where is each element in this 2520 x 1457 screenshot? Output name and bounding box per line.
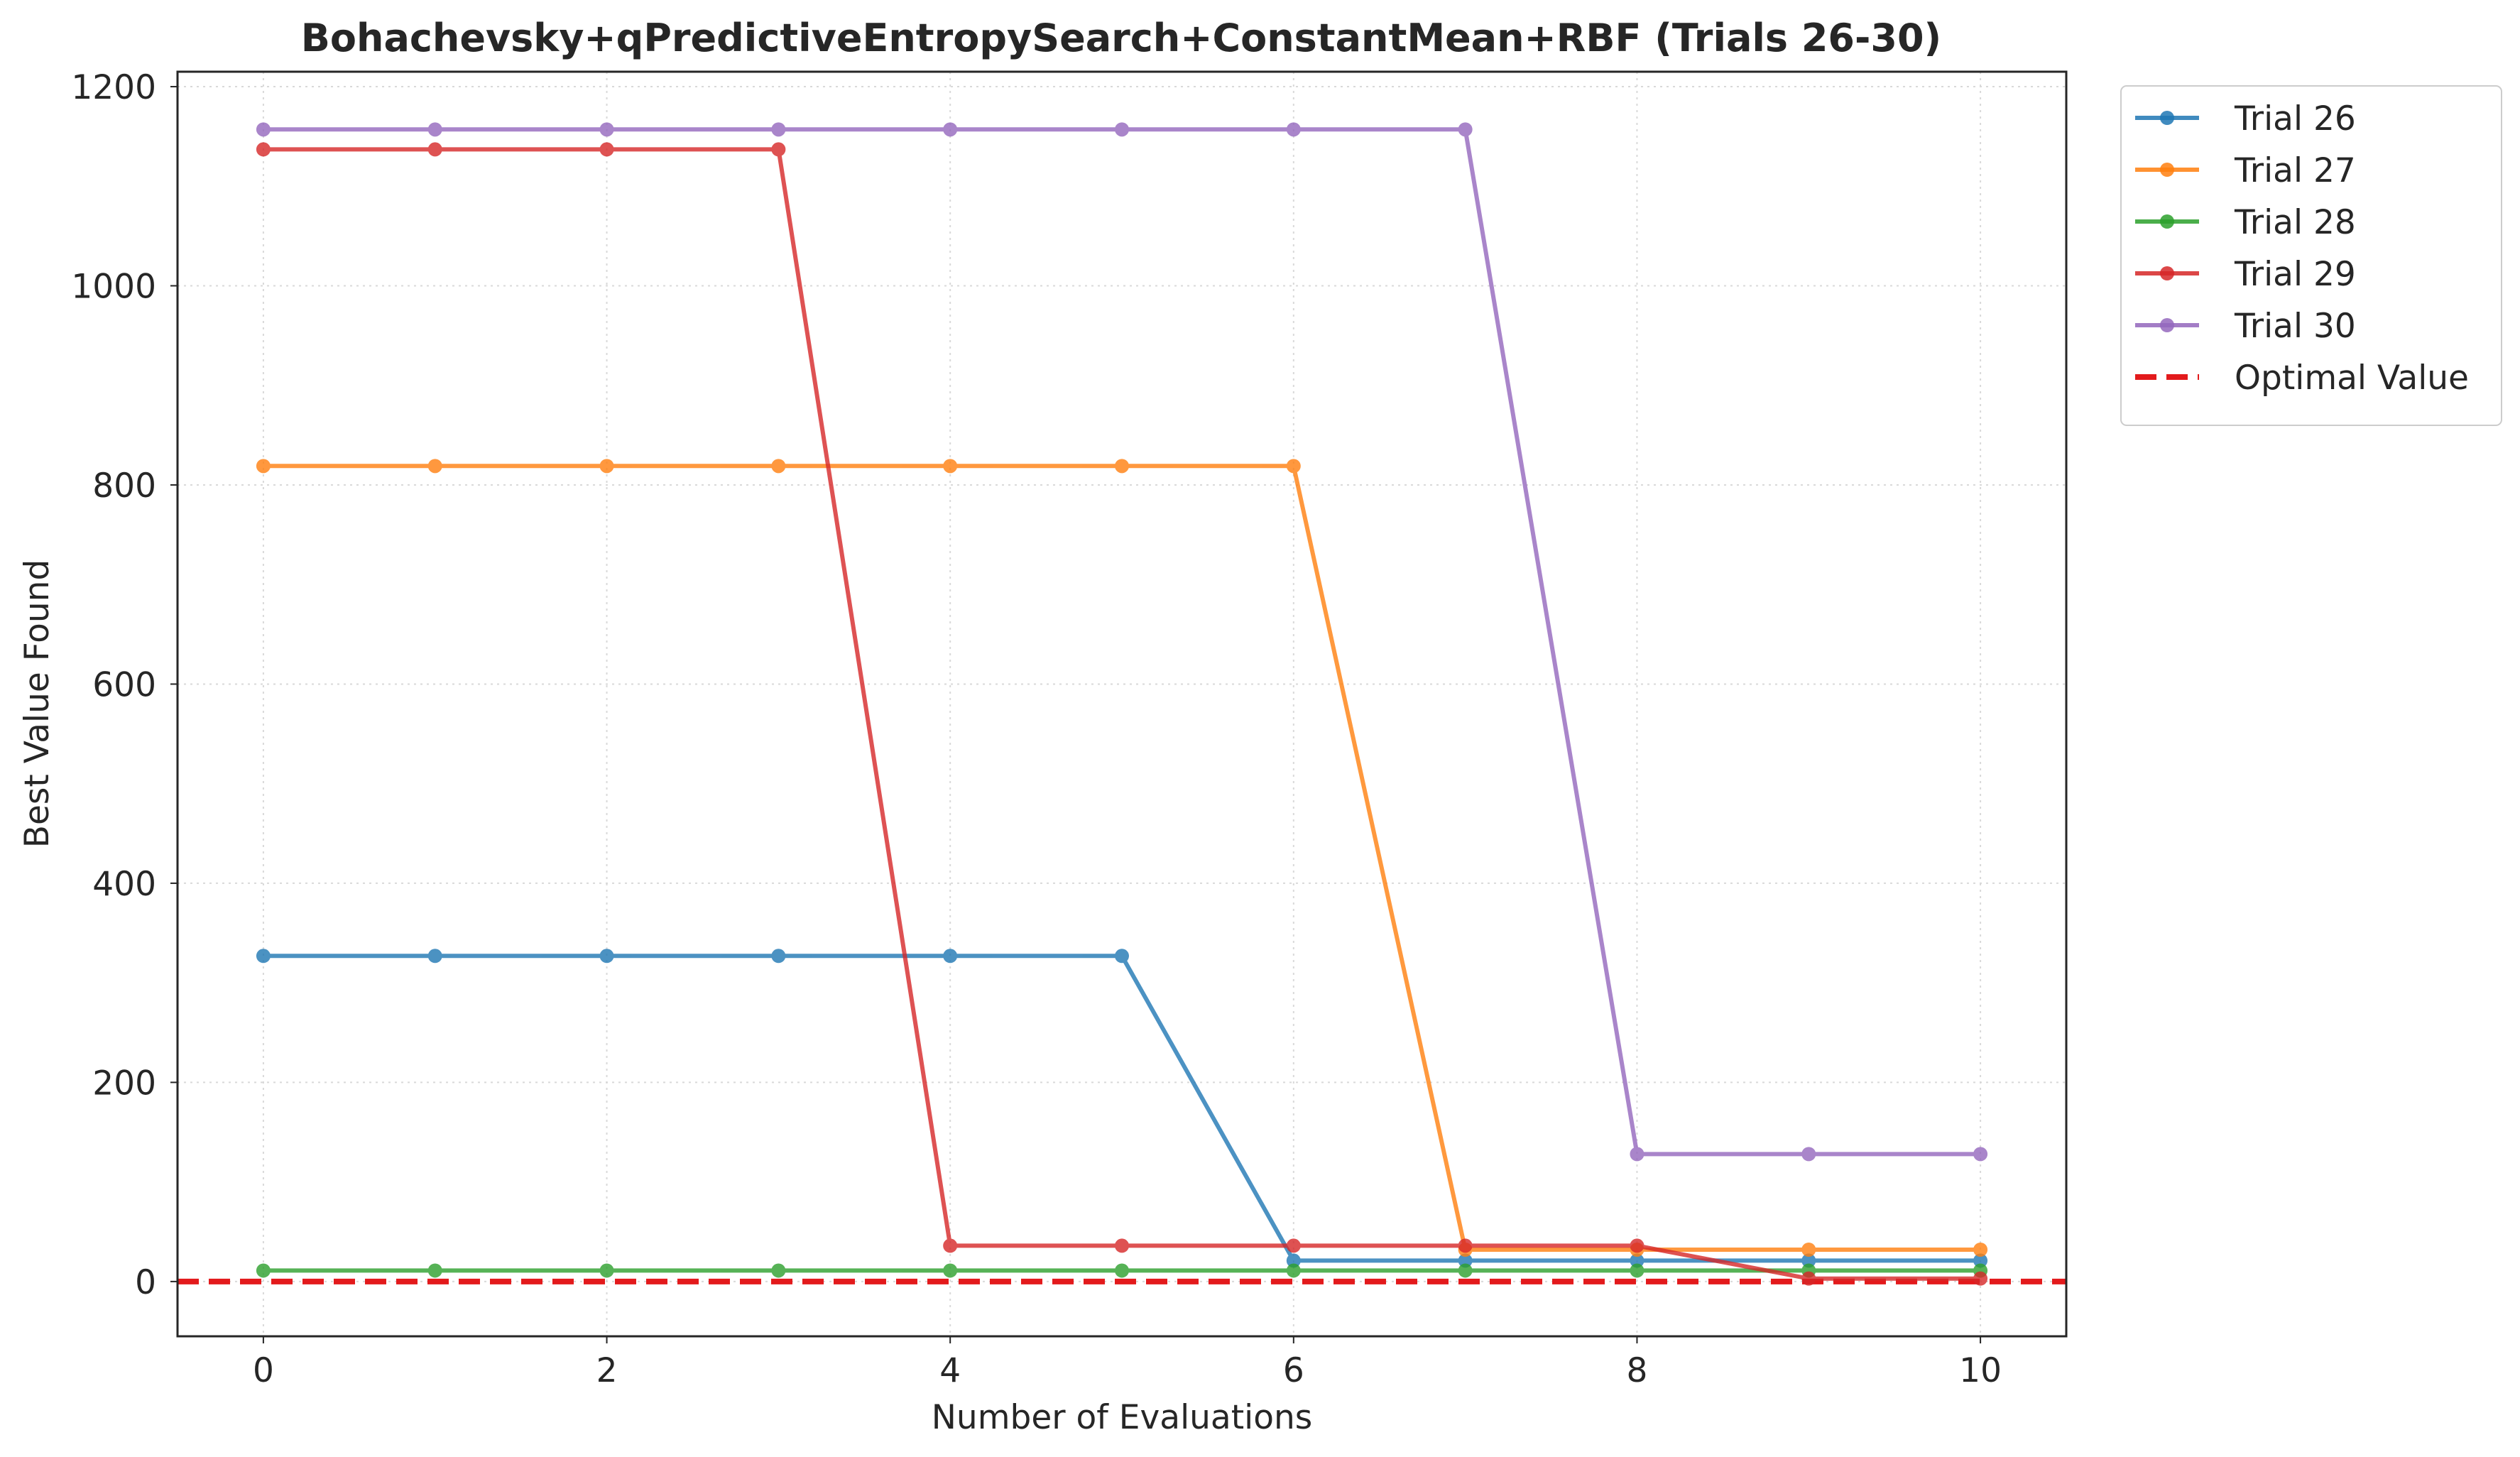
legend: Trial 26 Trial 27 Trial 28 Trial 29 Trial 30… — [2120, 85, 2502, 426]
legend-item: Optimal Value — [2135, 359, 2469, 398]
data-point — [427, 459, 442, 474]
data-point — [256, 142, 271, 157]
data-point — [427, 949, 442, 964]
data-point — [943, 1238, 958, 1253]
series-trial-29 — [256, 142, 1988, 1286]
axis-ticks: 0 2 4 6 8 10 0 200 400 600 800 1000 1200 — [71, 68, 2002, 1390]
data-point — [1801, 1147, 1816, 1162]
data-point — [256, 459, 271, 474]
data-point — [1458, 1263, 1473, 1278]
legend-swatch-marker — [2160, 318, 2174, 332]
y-tick-label: 800 — [92, 466, 156, 506]
legend-item: Trial 30 — [2135, 307, 2356, 346]
data-point — [1115, 949, 1129, 964]
series-group — [256, 122, 1988, 1286]
data-point — [1973, 1242, 1988, 1257]
legend-swatch-marker — [2160, 163, 2174, 177]
data-point — [599, 459, 614, 474]
legend-item: Trial 28 — [2135, 203, 2356, 242]
data-point — [1458, 1238, 1473, 1253]
data-point — [1630, 1147, 1644, 1162]
data-point — [943, 459, 958, 474]
data-point — [1630, 1238, 1644, 1253]
data-point — [943, 949, 958, 964]
data-point — [599, 949, 614, 964]
data-point — [1801, 1242, 1816, 1257]
series-trial-30 — [256, 122, 1988, 1162]
y-tick-label: 600 — [92, 665, 156, 704]
data-point — [1115, 1238, 1129, 1253]
data-point — [427, 122, 442, 137]
data-point — [1115, 1263, 1129, 1278]
data-point — [771, 1263, 786, 1278]
legend-label: Trial 30 — [2234, 307, 2356, 346]
data-point — [771, 122, 786, 137]
data-point — [771, 142, 786, 157]
plot-area-frame — [176, 70, 2068, 1338]
data-point — [1286, 1238, 1301, 1253]
legend-label: Optimal Value — [2235, 359, 2469, 398]
series-trial-28 — [256, 1263, 1988, 1278]
data-point — [1286, 122, 1301, 137]
y-tick-label: 0 — [135, 1263, 156, 1302]
data-point — [1630, 1263, 1644, 1278]
data-point — [256, 1263, 271, 1278]
data-point — [599, 122, 614, 137]
data-point — [427, 1263, 442, 1278]
data-point — [943, 122, 958, 137]
data-point — [1801, 1271, 1816, 1286]
data-point — [256, 949, 271, 964]
data-point — [1115, 122, 1129, 137]
data-point — [1973, 1147, 1988, 1162]
x-tick-label: 8 — [1627, 1351, 1648, 1390]
x-tick-label: 10 — [1959, 1351, 2002, 1390]
legend-box — [2120, 85, 2502, 426]
y-tick-label: 1000 — [71, 268, 156, 307]
data-point — [1801, 1253, 1816, 1268]
data-point — [1286, 1263, 1301, 1278]
legend-label: Trial 27 — [2234, 151, 2356, 190]
x-tick-label: 6 — [1283, 1351, 1304, 1390]
x-tick-label: 0 — [253, 1351, 274, 1390]
x-tick-label: 2 — [596, 1351, 618, 1390]
data-point — [427, 142, 442, 157]
legend-label: Trial 29 — [2234, 255, 2356, 294]
data-point — [1286, 459, 1301, 474]
y-tick-label: 400 — [92, 865, 156, 904]
data-point — [943, 1263, 958, 1278]
data-point — [1973, 1271, 1988, 1286]
y-tick-label: 200 — [92, 1064, 156, 1103]
legend-item: Trial 26 — [2135, 99, 2356, 138]
data-point — [599, 142, 614, 157]
data-point — [771, 949, 786, 964]
legend-swatch-marker — [2160, 266, 2174, 280]
legend-item: Trial 29 — [2135, 255, 2356, 294]
data-point — [256, 122, 271, 137]
data-point — [1630, 1253, 1644, 1268]
legend-label: Trial 26 — [2234, 99, 2356, 138]
legend-label: Trial 28 — [2234, 203, 2356, 242]
legend-swatch-marker — [2160, 214, 2174, 229]
x-tick-label: 4 — [939, 1351, 961, 1390]
chart-title: Bohachevsky+qPredictiveEntropySearch+Con… — [301, 16, 1941, 60]
x-axis-label: Number of Evaluations — [932, 1398, 1312, 1437]
data-point — [1458, 1253, 1473, 1268]
y-axis-label: Best Value Found — [18, 560, 57, 848]
data-point — [1458, 122, 1473, 137]
data-point — [599, 1263, 614, 1278]
data-point — [1115, 459, 1129, 474]
data-point — [1973, 1253, 1988, 1268]
data-point — [771, 459, 786, 474]
series-trial-26 — [256, 949, 1988, 1268]
y-tick-label: 1200 — [71, 68, 156, 107]
legend-item: Trial 27 — [2135, 151, 2356, 190]
data-point — [1286, 1253, 1301, 1268]
legend-swatch-marker — [2160, 111, 2174, 125]
